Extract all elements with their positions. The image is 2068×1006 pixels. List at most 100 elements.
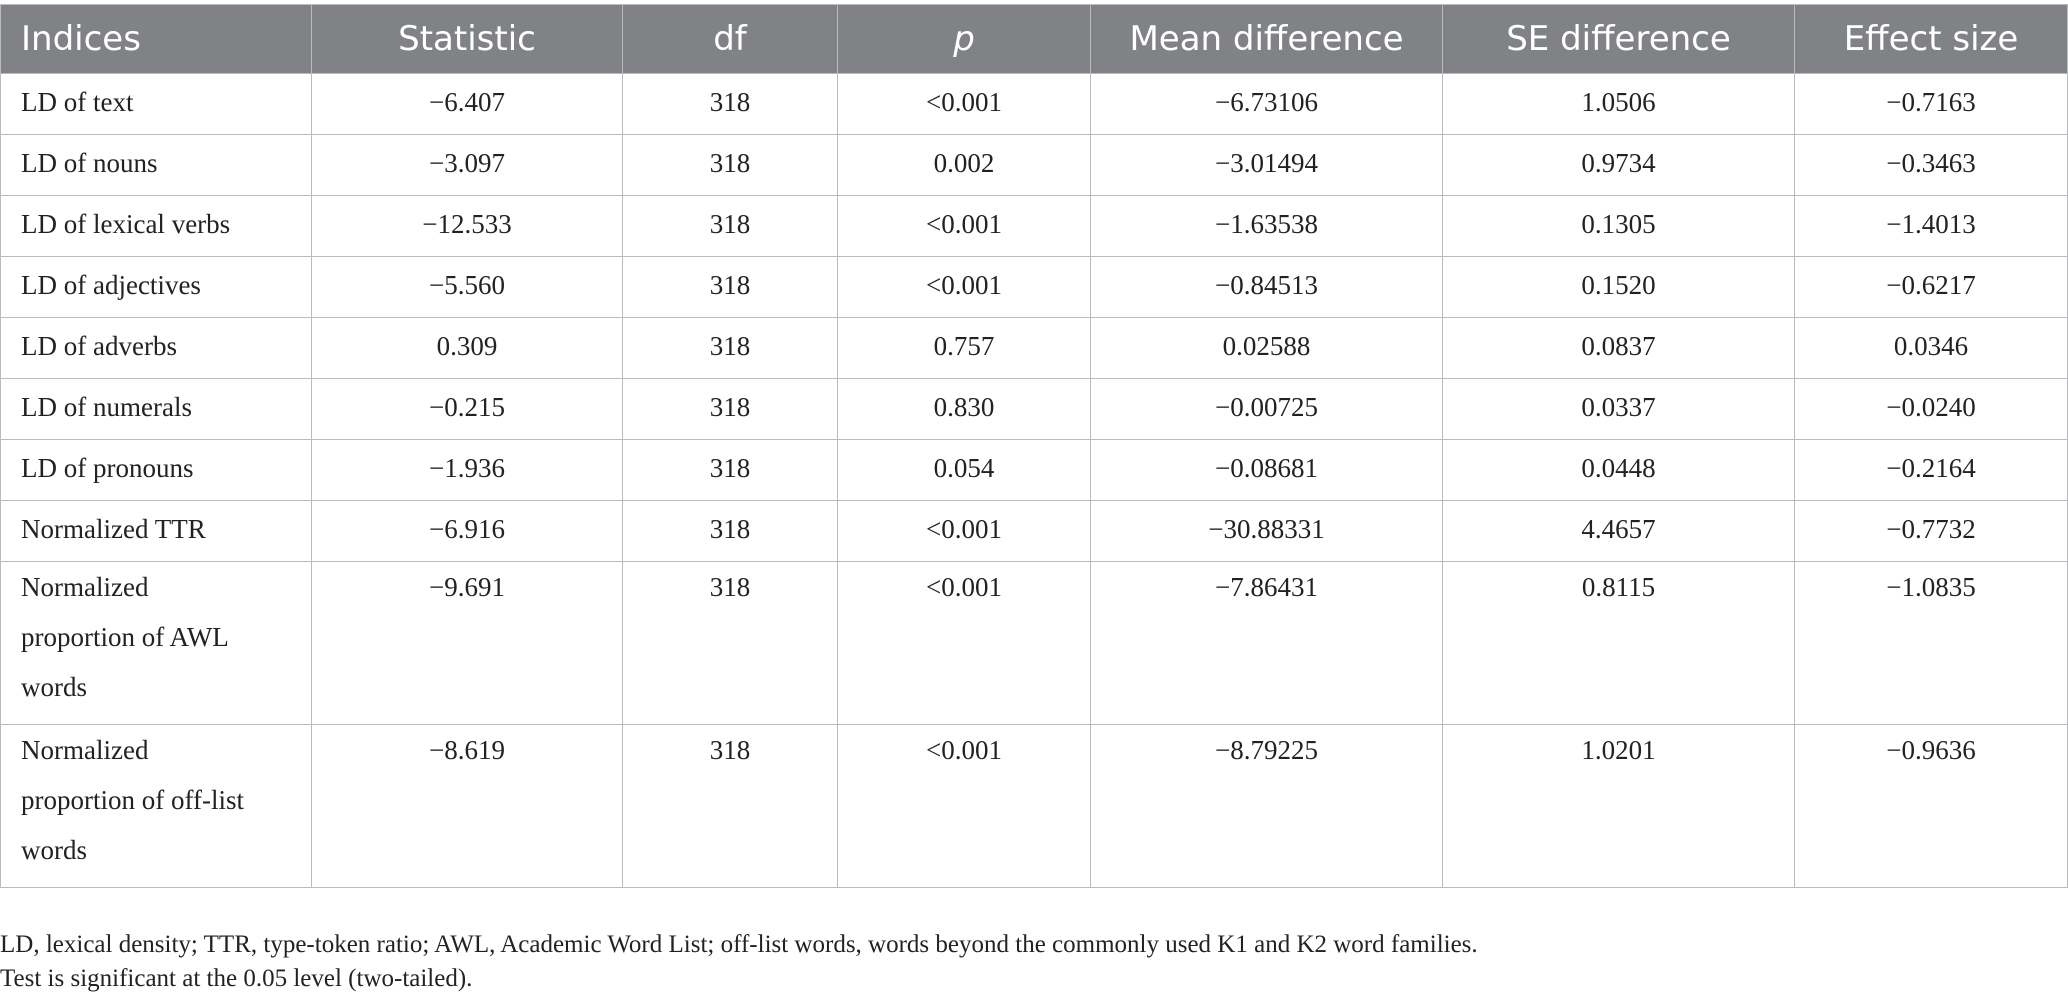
column-header-indices: Indices bbox=[0, 4, 312, 74]
cell-p: 0.757 bbox=[837, 317, 1091, 379]
cell-effect-size: −1.0835 bbox=[1794, 561, 2068, 725]
cell-df: 318 bbox=[622, 134, 838, 196]
header-row: Indices Statistic df p Mean difference S… bbox=[0, 4, 2068, 74]
table-row: LD of adverbs 0.309 318 0.757 0.02588 0.… bbox=[0, 317, 2068, 379]
cell-se-difference: 0.0837 bbox=[1442, 317, 1795, 379]
cell-effect-size: −1.4013 bbox=[1794, 195, 2068, 257]
row-label: Normalized proportion of AWL words bbox=[0, 561, 312, 725]
table-row: Normalized TTR −6.916 318 <0.001 −30.883… bbox=[0, 500, 2068, 562]
cell-effect-size: −0.6217 bbox=[1794, 256, 2068, 318]
cell-mean-difference: −30.88331 bbox=[1090, 500, 1443, 562]
column-header-effect-size: Effect size bbox=[1794, 4, 2068, 74]
table-row: LD of text −6.407 318 <0.001 −6.73106 1.… bbox=[0, 73, 2068, 135]
cell-effect-size: −0.3463 bbox=[1794, 134, 2068, 196]
table-row: Normalized proportion of AWL words −9.69… bbox=[0, 561, 2068, 725]
cell-mean-difference: −0.84513 bbox=[1090, 256, 1443, 318]
cell-se-difference: 0.8115 bbox=[1442, 561, 1795, 725]
row-label: LD of numerals bbox=[0, 378, 312, 440]
column-header-df: df bbox=[622, 4, 838, 74]
row-label: LD of pronouns bbox=[0, 439, 312, 501]
row-label: LD of lexical verbs bbox=[0, 195, 312, 257]
cell-statistic: −8.619 bbox=[311, 724, 623, 888]
cell-df: 318 bbox=[622, 561, 838, 725]
cell-se-difference: 0.0337 bbox=[1442, 378, 1795, 440]
cell-effect-size: −0.2164 bbox=[1794, 439, 2068, 501]
cell-statistic: 0.309 bbox=[311, 317, 623, 379]
cell-p: <0.001 bbox=[837, 195, 1091, 257]
table-footnotes: LD, lexical density; TTR, type-token rat… bbox=[0, 928, 1478, 996]
cell-se-difference: 0.1520 bbox=[1442, 256, 1795, 318]
row-label: LD of nouns bbox=[0, 134, 312, 196]
cell-effect-size: −0.9636 bbox=[1794, 724, 2068, 888]
cell-se-difference: 0.1305 bbox=[1442, 195, 1795, 257]
cell-effect-size: −0.7163 bbox=[1794, 73, 2068, 135]
cell-effect-size: 0.0346 bbox=[1794, 317, 2068, 379]
cell-p: 0.054 bbox=[837, 439, 1091, 501]
table-row: LD of numerals −0.215 318 0.830 −0.00725… bbox=[0, 378, 2068, 440]
row-label: Normalized proportion of off-list words bbox=[0, 724, 312, 888]
cell-statistic: −6.916 bbox=[311, 500, 623, 562]
cell-mean-difference: −8.79225 bbox=[1090, 724, 1443, 888]
cell-df: 318 bbox=[622, 439, 838, 501]
table-row: LD of adjectives −5.560 318 <0.001 −0.84… bbox=[0, 256, 2068, 318]
cell-statistic: −5.560 bbox=[311, 256, 623, 318]
row-label-line: Normalized bbox=[21, 572, 149, 602]
row-label-line: proportion of off-list bbox=[21, 785, 244, 815]
row-label: LD of adjectives bbox=[0, 256, 312, 318]
cell-mean-difference: 0.02588 bbox=[1090, 317, 1443, 379]
cell-df: 318 bbox=[622, 378, 838, 440]
column-header-se-difference: SE difference bbox=[1442, 4, 1795, 74]
cell-mean-difference: −7.86431 bbox=[1090, 561, 1443, 725]
cell-mean-difference: −0.08681 bbox=[1090, 439, 1443, 501]
results-table-container: Indices Statistic df p Mean difference S… bbox=[0, 4, 2068, 888]
cell-p: <0.001 bbox=[837, 256, 1091, 318]
table-row: LD of lexical verbs −12.533 318 <0.001 −… bbox=[0, 195, 2068, 257]
cell-df: 318 bbox=[622, 724, 838, 888]
row-label: LD of adverbs bbox=[0, 317, 312, 379]
cell-se-difference: 0.9734 bbox=[1442, 134, 1795, 196]
row-label: LD of text bbox=[0, 73, 312, 135]
cell-mean-difference: −0.00725 bbox=[1090, 378, 1443, 440]
cell-p: <0.001 bbox=[837, 73, 1091, 135]
table-row: LD of pronouns −1.936 318 0.054 −0.08681… bbox=[0, 439, 2068, 501]
results-table: Indices Statistic df p Mean difference S… bbox=[0, 4, 2068, 888]
footnote-significance: Test is significant at the 0.05 level (t… bbox=[0, 965, 473, 992]
cell-se-difference: 1.0201 bbox=[1442, 724, 1795, 888]
table-body: LD of text −6.407 318 <0.001 −6.73106 1.… bbox=[0, 73, 2068, 888]
cell-df: 318 bbox=[622, 256, 838, 318]
cell-statistic: −9.691 bbox=[311, 561, 623, 725]
cell-se-difference: 0.0448 bbox=[1442, 439, 1795, 501]
cell-p: 0.830 bbox=[837, 378, 1091, 440]
cell-se-difference: 4.4657 bbox=[1442, 500, 1795, 562]
row-label: Normalized TTR bbox=[0, 500, 312, 562]
row-label-line: words bbox=[21, 835, 87, 865]
cell-mean-difference: −1.63538 bbox=[1090, 195, 1443, 257]
cell-se-difference: 1.0506 bbox=[1442, 73, 1795, 135]
cell-statistic: −0.215 bbox=[311, 378, 623, 440]
column-header-mean-difference: Mean difference bbox=[1090, 4, 1443, 74]
cell-p: <0.001 bbox=[837, 561, 1091, 725]
row-label-line: proportion of AWL bbox=[21, 622, 229, 652]
cell-statistic: −12.533 bbox=[311, 195, 623, 257]
cell-statistic: −6.407 bbox=[311, 73, 623, 135]
cell-df: 318 bbox=[622, 317, 838, 379]
table-header: Indices Statistic df p Mean difference S… bbox=[0, 4, 2068, 74]
cell-df: 318 bbox=[622, 73, 838, 135]
cell-statistic: −1.936 bbox=[311, 439, 623, 501]
cell-df: 318 bbox=[622, 500, 838, 562]
table-row: Normalized proportion of off-list words … bbox=[0, 724, 2068, 888]
cell-effect-size: −0.0240 bbox=[1794, 378, 2068, 440]
cell-p: 0.002 bbox=[837, 134, 1091, 196]
cell-p: <0.001 bbox=[837, 500, 1091, 562]
cell-mean-difference: −3.01494 bbox=[1090, 134, 1443, 196]
cell-p: <0.001 bbox=[837, 724, 1091, 888]
table-row: LD of nouns −3.097 318 0.002 −3.01494 0.… bbox=[0, 134, 2068, 196]
cell-mean-difference: −6.73106 bbox=[1090, 73, 1443, 135]
cell-df: 318 bbox=[622, 195, 838, 257]
footnote-abbreviations: LD, lexical density; TTR, type-token rat… bbox=[0, 931, 1478, 958]
cell-effect-size: −0.7732 bbox=[1794, 500, 2068, 562]
cell-statistic: −3.097 bbox=[311, 134, 623, 196]
row-label-line: Normalized bbox=[21, 735, 149, 765]
column-header-statistic: Statistic bbox=[311, 4, 623, 74]
column-header-p: p bbox=[837, 4, 1091, 74]
